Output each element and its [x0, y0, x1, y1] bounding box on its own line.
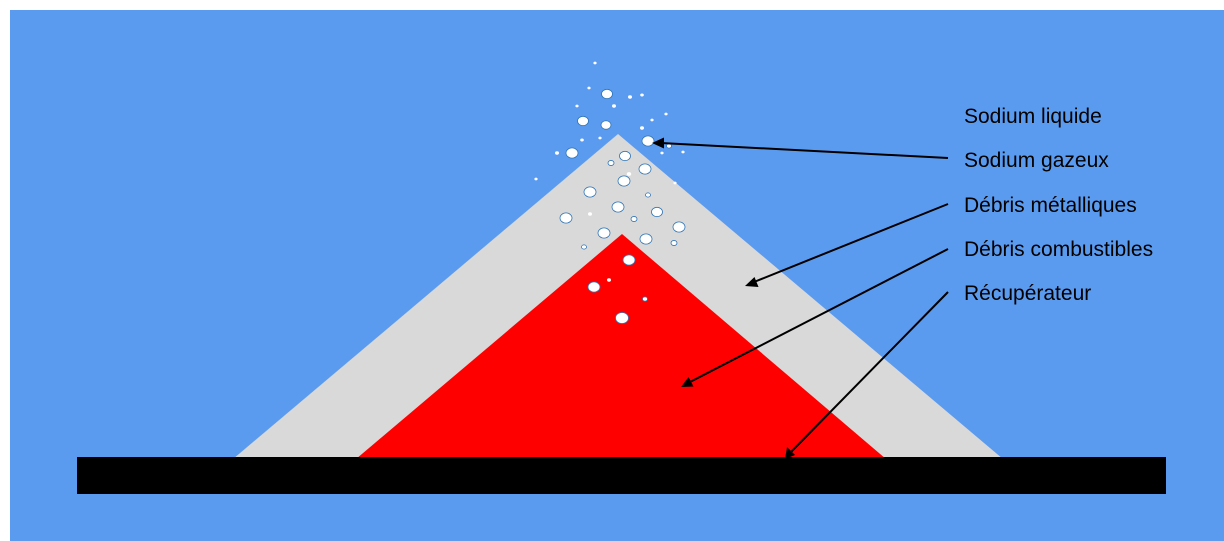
sodium-bubble: [588, 212, 592, 216]
sodium-bubble: [597, 227, 611, 239]
sodium-bubble: [642, 296, 648, 302]
label-sodium-liquide: Sodium liquide: [964, 105, 1102, 128]
sodium-bubble: [639, 233, 653, 245]
sodium-bubble: [593, 61, 597, 65]
sodium-bubble: [617, 175, 631, 187]
sodium-bubble: [615, 312, 629, 324]
sodium-bubble: [670, 240, 678, 246]
sodium-bubble: [681, 150, 685, 154]
sodium-bubble: [534, 177, 538, 181]
arrowhead-debris-metalliques: [745, 277, 759, 287]
sodium-bubble: [581, 244, 587, 250]
arrow-heads: [652, 137, 795, 459]
label-sodium-gazeux: Sodium gazeux: [964, 149, 1109, 172]
sodium-bubble: [611, 201, 625, 213]
sodium-bubble: [601, 88, 613, 100]
sodium-bubble: [638, 163, 652, 175]
sodium-bubble: [559, 212, 573, 224]
sodium-bubble: [622, 254, 636, 266]
sodium-bubble: [575, 104, 579, 108]
sodium-bubble: [672, 221, 686, 233]
sodium-bubble: [598, 136, 602, 140]
sodium-bubble: [640, 93, 644, 97]
sodium-bubble: [641, 135, 655, 147]
label-arrows: [660, 142, 949, 453]
sodium-bubble: [580, 138, 584, 142]
arrow-sodium-gazeux: [660, 142, 949, 159]
sodium-bubble: [555, 151, 559, 155]
arrow-recuperateur: [790, 291, 949, 453]
sodium-bubble: [587, 281, 601, 293]
fuel-debris-layer: [356, 234, 886, 459]
sodium-bubble: [565, 147, 579, 159]
sodium-bubble: [660, 151, 664, 155]
sodium-bubble: [628, 95, 632, 99]
sodium-bubbles: [534, 61, 686, 324]
label-debris-combustibles: Débris combustibles: [964, 238, 1153, 261]
sodium-bubble: [673, 181, 677, 185]
sodium-bubble: [664, 112, 668, 116]
sodium-bubble: [640, 126, 644, 130]
sodium-bubble: [626, 172, 632, 176]
sodium-bubble: [666, 143, 672, 149]
sodium-bubble: [600, 120, 612, 130]
sodium-bubble: [607, 278, 611, 282]
sodium-bubble: [645, 192, 651, 198]
arrow-debris-combustibles: [689, 248, 949, 383]
sodium-bubble: [630, 216, 638, 222]
sodium-bubble: [650, 118, 654, 122]
sodium-bubble: [587, 86, 591, 90]
arrowhead-debris-combustibles: [681, 377, 694, 387]
sodium-bubble: [583, 186, 597, 198]
sodium-bubble: [607, 160, 615, 166]
arrowhead-sodium-gazeux: [652, 137, 664, 149]
label-debris-metalliques: Débris métalliques: [964, 194, 1137, 217]
sodium-bubble: [651, 206, 663, 218]
sodium-bubble: [612, 104, 616, 108]
arrow-debris-metalliques: [753, 203, 949, 283]
arrowhead-recuperateur: [785, 447, 795, 459]
sodium-bubble: [619, 150, 631, 162]
sodium-bubble: [577, 115, 589, 127]
collector-plate: [77, 457, 1166, 494]
label-recuperateur: Récupérateur: [964, 282, 1091, 305]
